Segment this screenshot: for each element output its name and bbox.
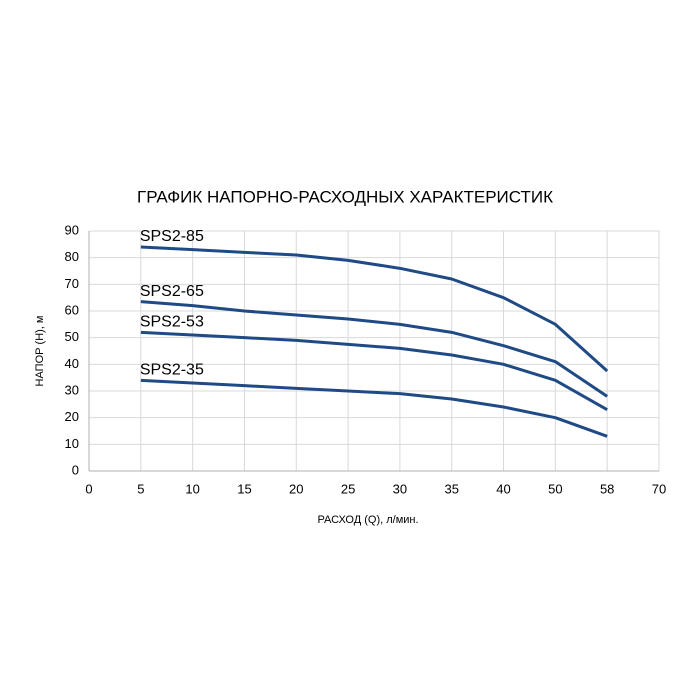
x-tick-label: 70	[652, 481, 666, 496]
x-tick-label: 20	[289, 481, 303, 496]
x-tick-label: 15	[237, 481, 251, 496]
x-tick-label: 10	[185, 481, 199, 496]
y-tick-label: 60	[65, 302, 79, 317]
x-tick-label: 25	[341, 481, 355, 496]
y-tick-label: 80	[65, 249, 79, 264]
x-tick-label: 5	[137, 481, 144, 496]
y-tick-label: 70	[65, 276, 79, 291]
series-line	[140, 245, 609, 373]
x-tick-label: 40	[496, 481, 510, 496]
x-tick-label: 35	[444, 481, 458, 496]
series-label: SPS2-65	[140, 283, 204, 300]
series-line	[140, 300, 609, 398]
series-line	[140, 378, 608, 438]
x-tick-label: 58	[600, 481, 614, 496]
y-axis-label: НАПОР (H), м	[34, 316, 46, 387]
series-label: SPS2-35	[140, 362, 204, 379]
y-tick-label: 50	[65, 329, 79, 344]
series-line	[140, 330, 608, 411]
y-tick-label: 40	[65, 356, 79, 371]
y-tick-label: 30	[65, 382, 79, 397]
y-tick-label: 20	[65, 409, 79, 424]
x-axis-label: РАСХОД (Q), л/мин.	[317, 514, 418, 526]
series-label: SPS2-85	[140, 228, 204, 245]
x-tick-label: 30	[393, 481, 407, 496]
series-label: SPS2-53	[140, 314, 204, 331]
y-tick-label: 90	[65, 222, 79, 237]
x-tick-label: 0	[85, 481, 92, 496]
chart-title: ГРАФИК НАПОРНО-РАСХОДНЫХ ХАРАКТЕРИСТИК	[137, 187, 553, 206]
y-tick-label: 10	[65, 436, 79, 451]
y-tick-label: 0	[72, 462, 79, 477]
x-tick-label: 50	[548, 481, 562, 496]
